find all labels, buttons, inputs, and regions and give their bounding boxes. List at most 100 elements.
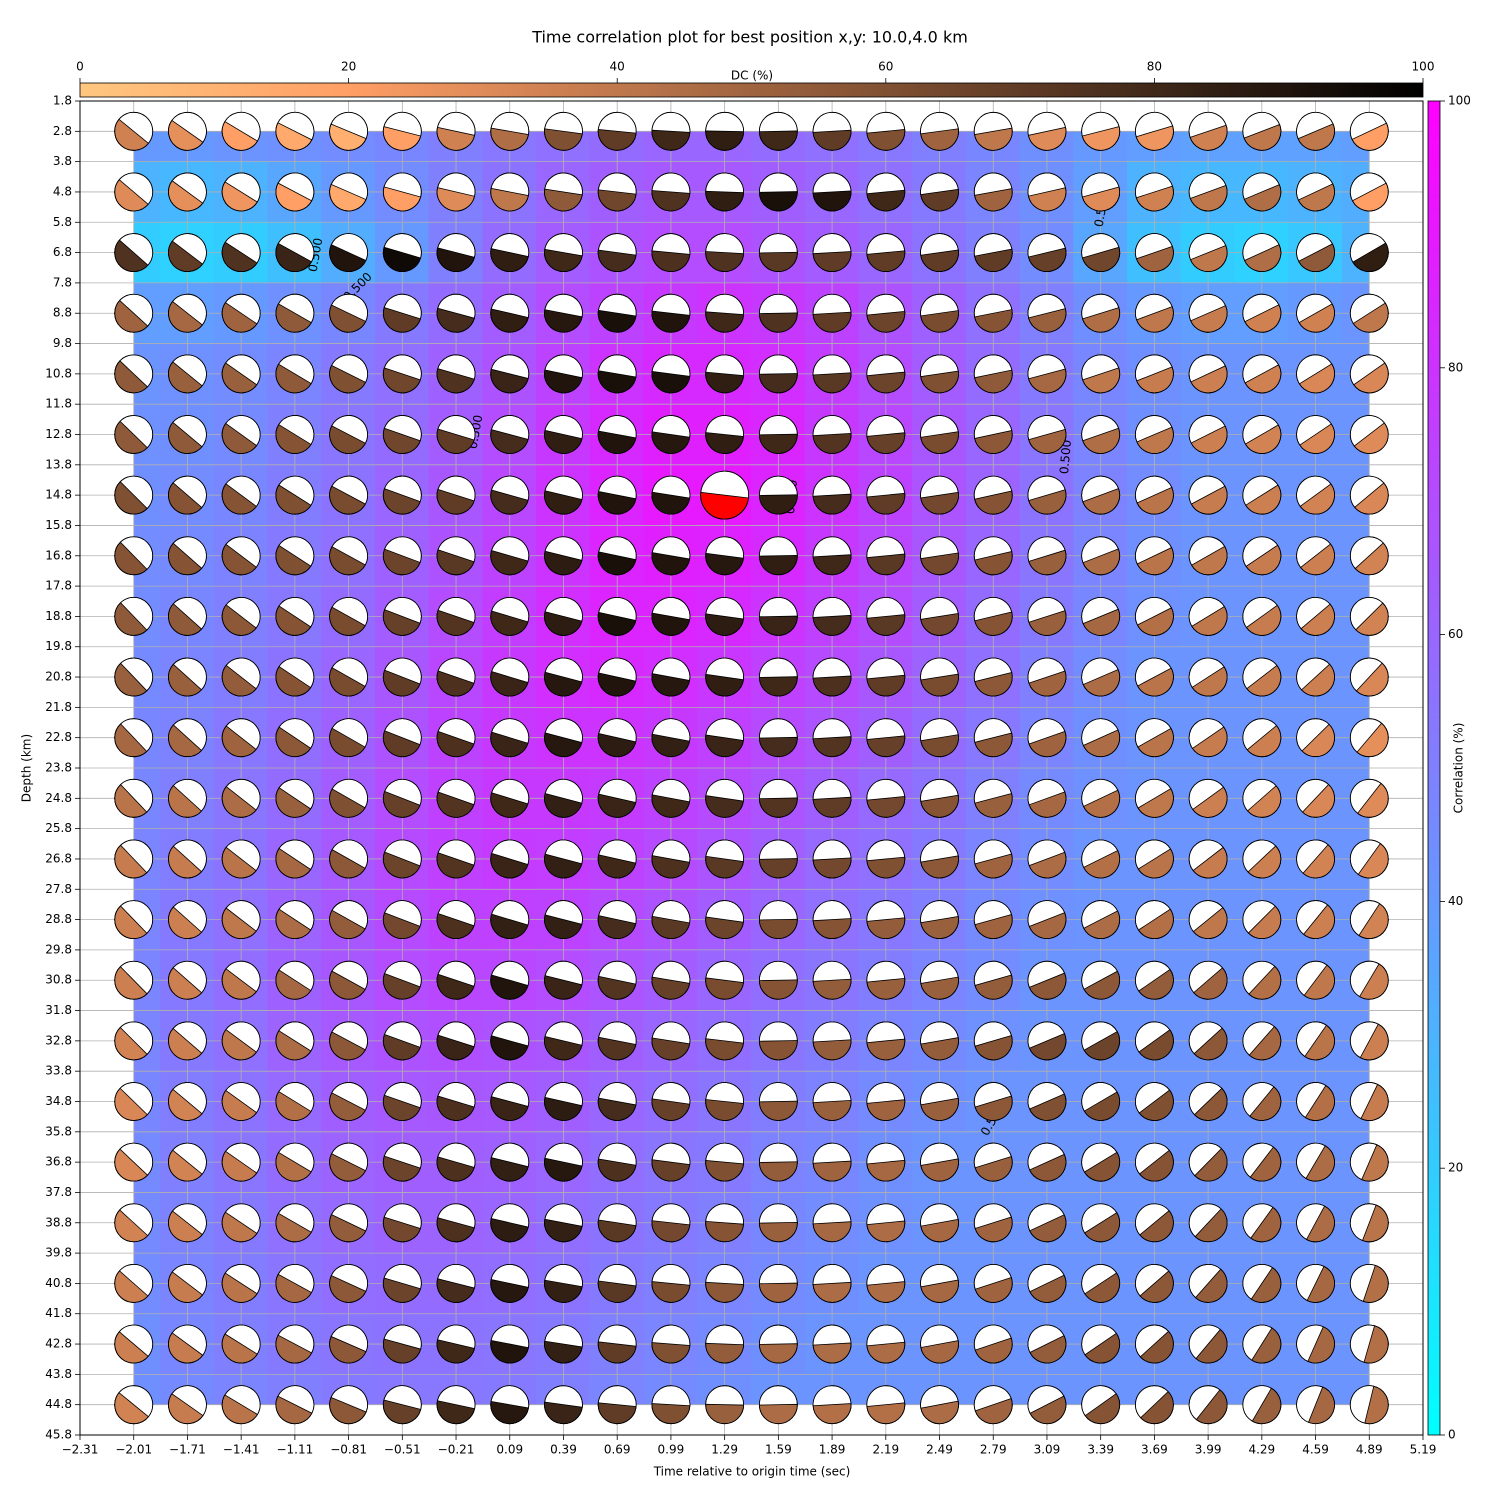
beachball xyxy=(382,900,422,939)
beachball-outline xyxy=(1081,172,1121,212)
beachball xyxy=(973,233,1013,272)
beachball-outline xyxy=(597,293,637,333)
beachball-outline xyxy=(168,233,207,272)
beachball-outline xyxy=(544,1324,583,1364)
beachball xyxy=(114,657,154,697)
beachball-outline xyxy=(1081,718,1121,758)
beachball xyxy=(1027,1203,1067,1243)
beachball xyxy=(1296,1142,1335,1182)
beachball-outline xyxy=(221,111,261,151)
beachball xyxy=(705,415,745,454)
beachball-outline xyxy=(705,1082,745,1121)
beachball xyxy=(1188,111,1228,151)
beachball xyxy=(382,1203,422,1243)
beachball-outline xyxy=(866,1385,906,1425)
beachball-outline xyxy=(973,1082,1013,1121)
beachball-outline xyxy=(1135,1264,1174,1303)
beachball xyxy=(436,597,476,636)
beachball xyxy=(866,536,906,576)
beachball-outline xyxy=(221,536,261,576)
beachball xyxy=(705,111,745,151)
y-tick-label: 19.8 xyxy=(45,639,72,653)
beachball-outline xyxy=(1081,475,1121,515)
beachball-outline xyxy=(812,839,852,879)
beachball-outline xyxy=(436,778,476,818)
beachball xyxy=(1296,111,1335,151)
beachball xyxy=(1135,839,1174,879)
beachball-outline xyxy=(866,597,906,636)
beachball xyxy=(1135,293,1174,333)
beachball xyxy=(1081,172,1121,212)
beachball xyxy=(490,536,530,576)
beachball xyxy=(329,839,369,879)
beachball-outline xyxy=(597,172,637,212)
beachball-outline xyxy=(1135,718,1174,758)
beachball-outline xyxy=(168,172,207,212)
beachball-outline xyxy=(221,1142,261,1182)
beachball-outline xyxy=(1242,960,1282,1000)
beachball xyxy=(1188,172,1228,212)
beachball-outline xyxy=(1296,1021,1335,1061)
beachball xyxy=(1349,900,1389,939)
beachball-outline xyxy=(920,1021,959,1061)
beachball-outline xyxy=(758,1203,798,1243)
beachball-outline xyxy=(597,597,637,636)
beachball-outline xyxy=(1349,111,1389,151)
y-tick-label: 27.8 xyxy=(45,882,72,896)
beachball-outline xyxy=(1027,536,1067,576)
beachball-outline xyxy=(758,718,798,758)
beachball xyxy=(597,718,637,758)
beachball-outline xyxy=(275,1021,315,1061)
beachball xyxy=(490,111,530,151)
beachball xyxy=(168,1021,207,1061)
beachball xyxy=(758,475,798,515)
beachball-outline xyxy=(1242,1203,1282,1243)
beachball-outline xyxy=(436,1324,476,1364)
beachball xyxy=(1242,1021,1282,1061)
beachball-outline xyxy=(1242,293,1282,333)
beachball xyxy=(1081,475,1121,515)
beachball xyxy=(1296,839,1335,879)
beachball-outline xyxy=(1296,1324,1335,1364)
beachball-outline xyxy=(275,960,315,1000)
beachball xyxy=(920,597,959,636)
beachball-outline xyxy=(866,1324,906,1364)
beachball-outline xyxy=(382,1324,422,1364)
chart-title: Time correlation plot for best position … xyxy=(531,28,968,47)
beachball-outline xyxy=(1242,172,1282,212)
beachball-outline xyxy=(275,111,315,151)
beachball xyxy=(1188,657,1228,697)
beachball xyxy=(329,718,369,758)
beachball xyxy=(329,597,369,636)
beachball-outline xyxy=(490,900,530,939)
beachball-outline xyxy=(1296,415,1335,454)
beachball-outline xyxy=(651,1082,691,1121)
beachball xyxy=(1188,1203,1228,1243)
beachball-outline xyxy=(705,1385,745,1425)
beachball xyxy=(275,536,315,576)
beachball-outline xyxy=(1242,1021,1282,1061)
beachball-outline xyxy=(1349,657,1389,697)
beachball xyxy=(705,354,745,394)
beachball xyxy=(1135,233,1174,272)
beachball xyxy=(1188,536,1228,576)
y-tick-label: 24.8 xyxy=(45,791,72,805)
beachball-outline xyxy=(490,1142,530,1182)
beachball-outline xyxy=(1027,960,1067,1000)
beachball-outline xyxy=(1081,1203,1121,1243)
beachball-outline xyxy=(382,597,422,636)
beachball xyxy=(544,233,583,272)
beachball xyxy=(1081,1021,1121,1061)
beachball xyxy=(168,475,207,515)
beachball-outline xyxy=(490,415,530,454)
beachball xyxy=(705,536,745,576)
beachball-outline xyxy=(221,1203,261,1243)
beachball-outline xyxy=(436,1264,476,1303)
y-tick-label: 25.8 xyxy=(45,821,72,835)
y-tick-label: 33.8 xyxy=(45,1064,72,1078)
y-tick-label: 14.8 xyxy=(45,488,72,502)
beachball xyxy=(1027,1385,1067,1425)
corr-colorbar-tick-label: 40 xyxy=(1448,894,1463,908)
beachball xyxy=(651,657,691,697)
beachball-outline xyxy=(1135,354,1174,394)
